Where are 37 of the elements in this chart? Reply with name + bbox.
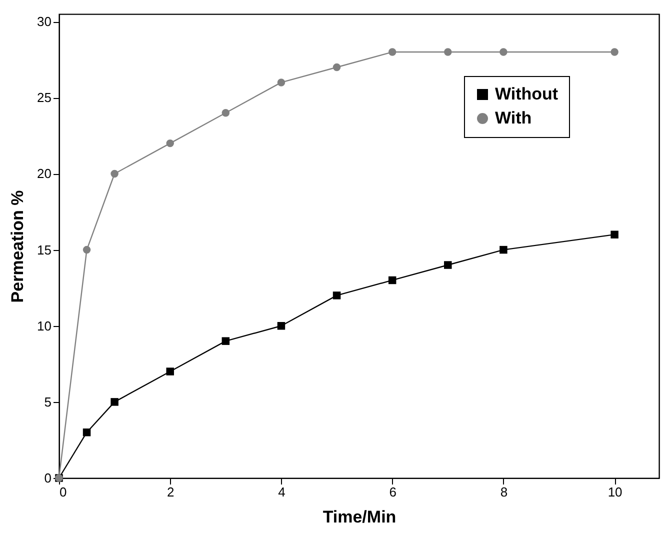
point (500, 246, 508, 254)
point (82, 246, 91, 254)
x-tick-label: 8 (500, 484, 508, 500)
y-tick-label: 25 (37, 90, 52, 106)
point (610, 48, 618, 56)
point (332, 63, 341, 72)
point (500, 48, 508, 56)
y-tick-label: 5 (44, 394, 52, 410)
y-tick-label: 20 (37, 166, 52, 182)
point (222, 109, 230, 117)
point (444, 48, 452, 56)
x-tick-label: 10 (608, 484, 622, 500)
x-tick-label: 2 (166, 484, 174, 500)
point (277, 78, 286, 86)
point (277, 322, 286, 330)
x-tick-label: 4 (278, 484, 286, 500)
y-tick-label: 0 (44, 470, 52, 486)
point (332, 292, 341, 300)
legend-label: With (495, 108, 532, 128)
point (388, 276, 396, 284)
point (388, 48, 396, 56)
point (444, 261, 452, 269)
x-tick-label: 0 (60, 484, 67, 500)
point (166, 368, 174, 376)
y-tick-label: 10 (37, 318, 52, 334)
x-tick-label: 6 (389, 484, 396, 500)
x-axis-title: Time/Min (322, 508, 396, 526)
point (110, 170, 118, 178)
y-axis-title: Permeation % (8, 190, 28, 303)
y-tick-label: 15 (37, 242, 52, 258)
y-tick-label: 30 (37, 14, 52, 30)
point (166, 139, 174, 148)
point (610, 230, 618, 238)
point (222, 337, 230, 345)
point (110, 398, 118, 406)
legend-label: Without (495, 84, 558, 104)
point (82, 428, 91, 436)
